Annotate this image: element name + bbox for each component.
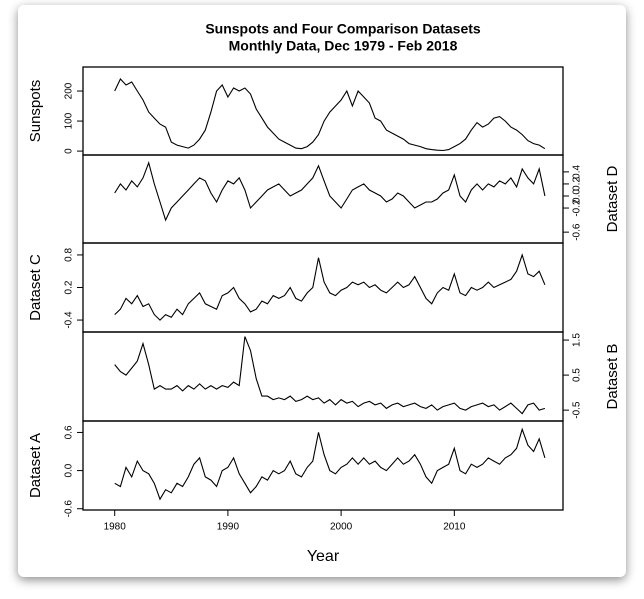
- y-tick-label: 0.5: [572, 368, 583, 382]
- y-tick-label: -0.2: [572, 199, 583, 217]
- y-tick-label: -0.6: [64, 500, 75, 518]
- data-line: [114, 427, 546, 501]
- x-tick-label: 1990: [217, 522, 240, 533]
- y-tick-label: -0.4: [64, 311, 75, 329]
- y-tick-label: -0.5: [572, 401, 583, 419]
- y-tick-label: 0.8: [64, 248, 75, 262]
- data-line: [114, 161, 546, 222]
- y-tick-label: -0.6: [572, 223, 583, 241]
- data-line: [114, 78, 546, 152]
- y-axis-label: Dataset C: [27, 254, 44, 321]
- panel-frame: [82, 331, 564, 422]
- y-tick-label: 0.6: [64, 425, 75, 439]
- y-tick-label: 0.0: [64, 463, 75, 477]
- data-line: [114, 253, 546, 321]
- chart-title: Sunspots and Four Comparison Datasets: [205, 21, 481, 37]
- x-axis-label: Year: [307, 548, 340, 565]
- y-axis-label: Sunspots: [27, 80, 44, 143]
- y-axis-label: Dataset D: [604, 165, 621, 232]
- y-tick-label: 0.2: [64, 280, 75, 294]
- panel-frame: [82, 66, 564, 156]
- y-tick-label: 0.4: [572, 164, 583, 178]
- y-tick-label: 1.5: [572, 333, 583, 347]
- y-axis-label: Dataset B: [604, 344, 621, 410]
- x-tick-label: 2010: [443, 522, 466, 533]
- y-tick-label: 200: [64, 82, 75, 99]
- panel-frame: [82, 154, 564, 244]
- x-tick-label: 2000: [330, 522, 353, 533]
- y-tick-label: 0: [64, 148, 75, 154]
- chart-subtitle: Monthly Data, Dec 1979 - Feb 2018: [229, 38, 458, 54]
- data-line: [114, 336, 546, 415]
- x-tick-label: 1980: [104, 522, 127, 533]
- y-tick-label: 0.2: [572, 177, 583, 191]
- panel-frame: [82, 242, 564, 333]
- card: [18, 5, 626, 577]
- y-tick-label: 100: [64, 112, 75, 129]
- y-axis-label: Dataset A: [27, 433, 44, 498]
- panel-frame: [82, 420, 564, 511]
- y-tick-label: 0.0: [572, 189, 583, 203]
